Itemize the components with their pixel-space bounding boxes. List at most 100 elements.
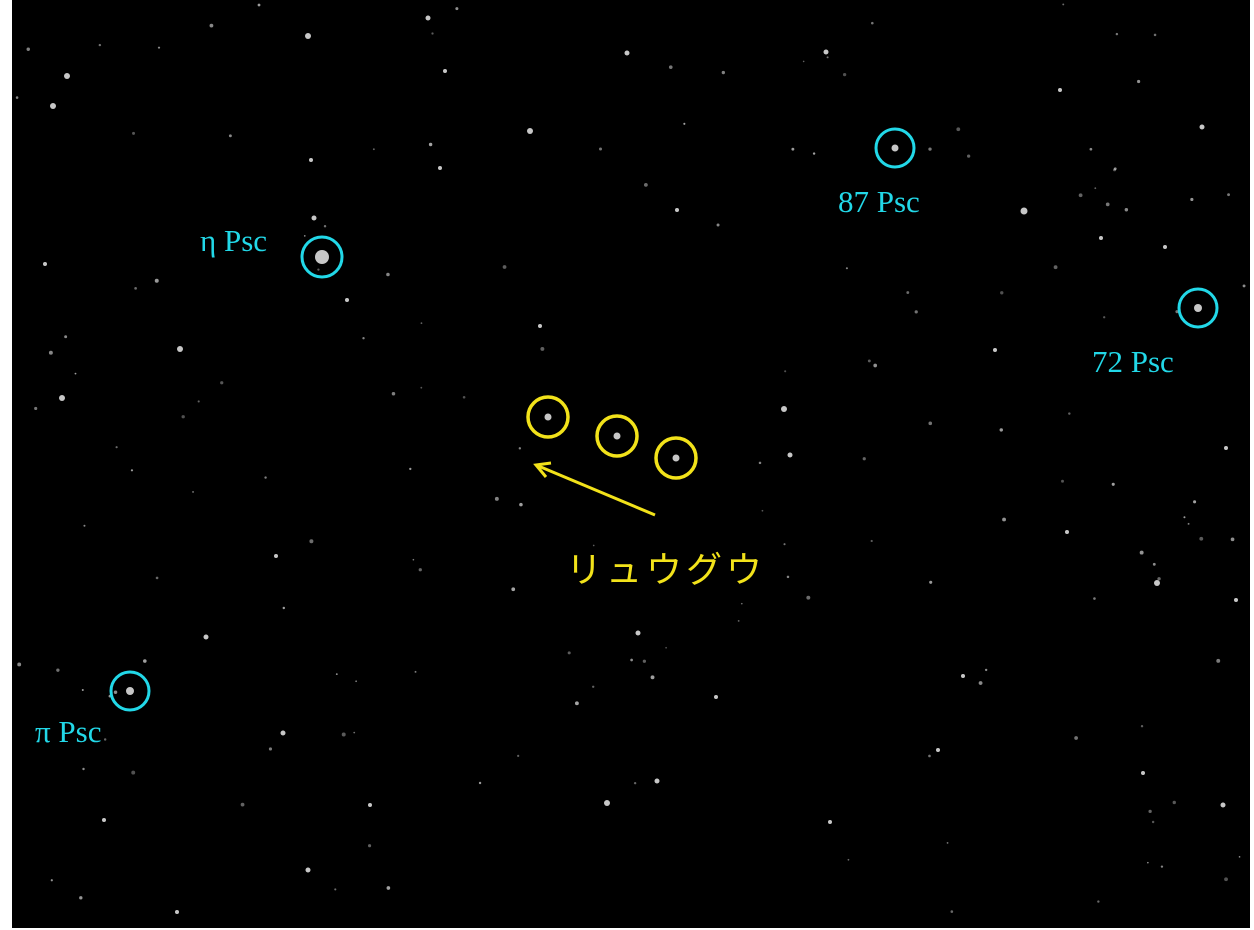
star	[462, 395, 466, 399]
star	[282, 606, 286, 610]
star	[714, 695, 718, 699]
star	[928, 147, 932, 151]
star	[1094, 187, 1097, 190]
star	[334, 888, 337, 891]
star	[1065, 530, 1069, 534]
star	[311, 215, 317, 221]
star	[412, 558, 415, 561]
star	[175, 910, 179, 914]
star	[82, 767, 85, 771]
star	[59, 395, 65, 401]
star	[668, 65, 673, 69]
star	[1111, 482, 1115, 486]
star	[984, 668, 988, 672]
star	[443, 69, 447, 73]
star	[209, 23, 214, 28]
star	[81, 689, 84, 692]
star	[1216, 658, 1221, 663]
star	[132, 131, 136, 135]
star	[567, 651, 571, 655]
star	[418, 568, 422, 572]
star	[1141, 771, 1145, 775]
star	[220, 381, 224, 385]
star	[1152, 562, 1156, 566]
star	[592, 685, 595, 688]
star	[268, 747, 273, 751]
star	[154, 278, 159, 283]
star	[828, 820, 832, 824]
star	[604, 800, 610, 806]
star	[758, 461, 762, 465]
star	[540, 346, 545, 351]
star	[143, 659, 147, 663]
star-label: π Psc	[35, 714, 101, 749]
star	[134, 287, 137, 290]
star	[1140, 725, 1144, 728]
star-label: 87 Psc	[838, 184, 920, 219]
star	[64, 335, 68, 339]
star	[1147, 861, 1149, 864]
star	[372, 148, 375, 151]
star	[999, 428, 1003, 432]
star-label: 72 Psc	[1092, 344, 1174, 379]
star	[1148, 809, 1152, 814]
target-circle	[595, 414, 639, 458]
star	[806, 595, 811, 600]
star	[257, 3, 261, 7]
star	[993, 348, 997, 352]
star	[131, 770, 136, 775]
star	[1115, 32, 1119, 36]
87-psc-circle	[874, 127, 916, 169]
star	[518, 447, 522, 450]
star	[386, 272, 390, 277]
star	[802, 60, 805, 63]
star	[130, 469, 134, 472]
star	[1062, 3, 1065, 6]
star	[56, 668, 60, 672]
star	[1124, 208, 1129, 212]
star	[950, 910, 954, 913]
star	[867, 359, 871, 363]
star	[654, 778, 660, 784]
star	[192, 490, 194, 493]
star-field	[15, 3, 1246, 914]
star	[1105, 202, 1110, 207]
star	[1163, 245, 1167, 249]
star	[305, 867, 311, 873]
star	[79, 896, 83, 900]
star	[203, 634, 209, 640]
star	[341, 732, 346, 737]
star	[1194, 304, 1202, 312]
star	[1089, 147, 1093, 151]
target-circle	[526, 395, 570, 439]
star	[113, 690, 118, 695]
star	[1153, 33, 1157, 37]
star	[643, 182, 648, 187]
star	[967, 154, 971, 158]
star	[1151, 820, 1155, 824]
star	[264, 476, 267, 479]
star	[181, 415, 185, 419]
star	[43, 262, 47, 266]
star	[871, 21, 874, 25]
star	[1078, 193, 1083, 198]
star	[345, 298, 349, 302]
star	[1242, 284, 1246, 288]
star	[633, 782, 637, 785]
star	[428, 142, 433, 147]
star	[650, 675, 655, 680]
star	[845, 267, 848, 270]
star	[1154, 580, 1160, 586]
star	[544, 413, 552, 421]
star	[574, 701, 579, 706]
star	[1199, 536, 1204, 541]
arrow-head	[533, 461, 552, 478]
target-label: リュウグウ	[566, 550, 766, 591]
star	[502, 265, 507, 269]
star	[323, 224, 327, 228]
star	[368, 844, 372, 848]
star	[675, 208, 679, 212]
star	[1238, 856, 1241, 858]
star	[309, 158, 313, 162]
star	[34, 406, 38, 411]
